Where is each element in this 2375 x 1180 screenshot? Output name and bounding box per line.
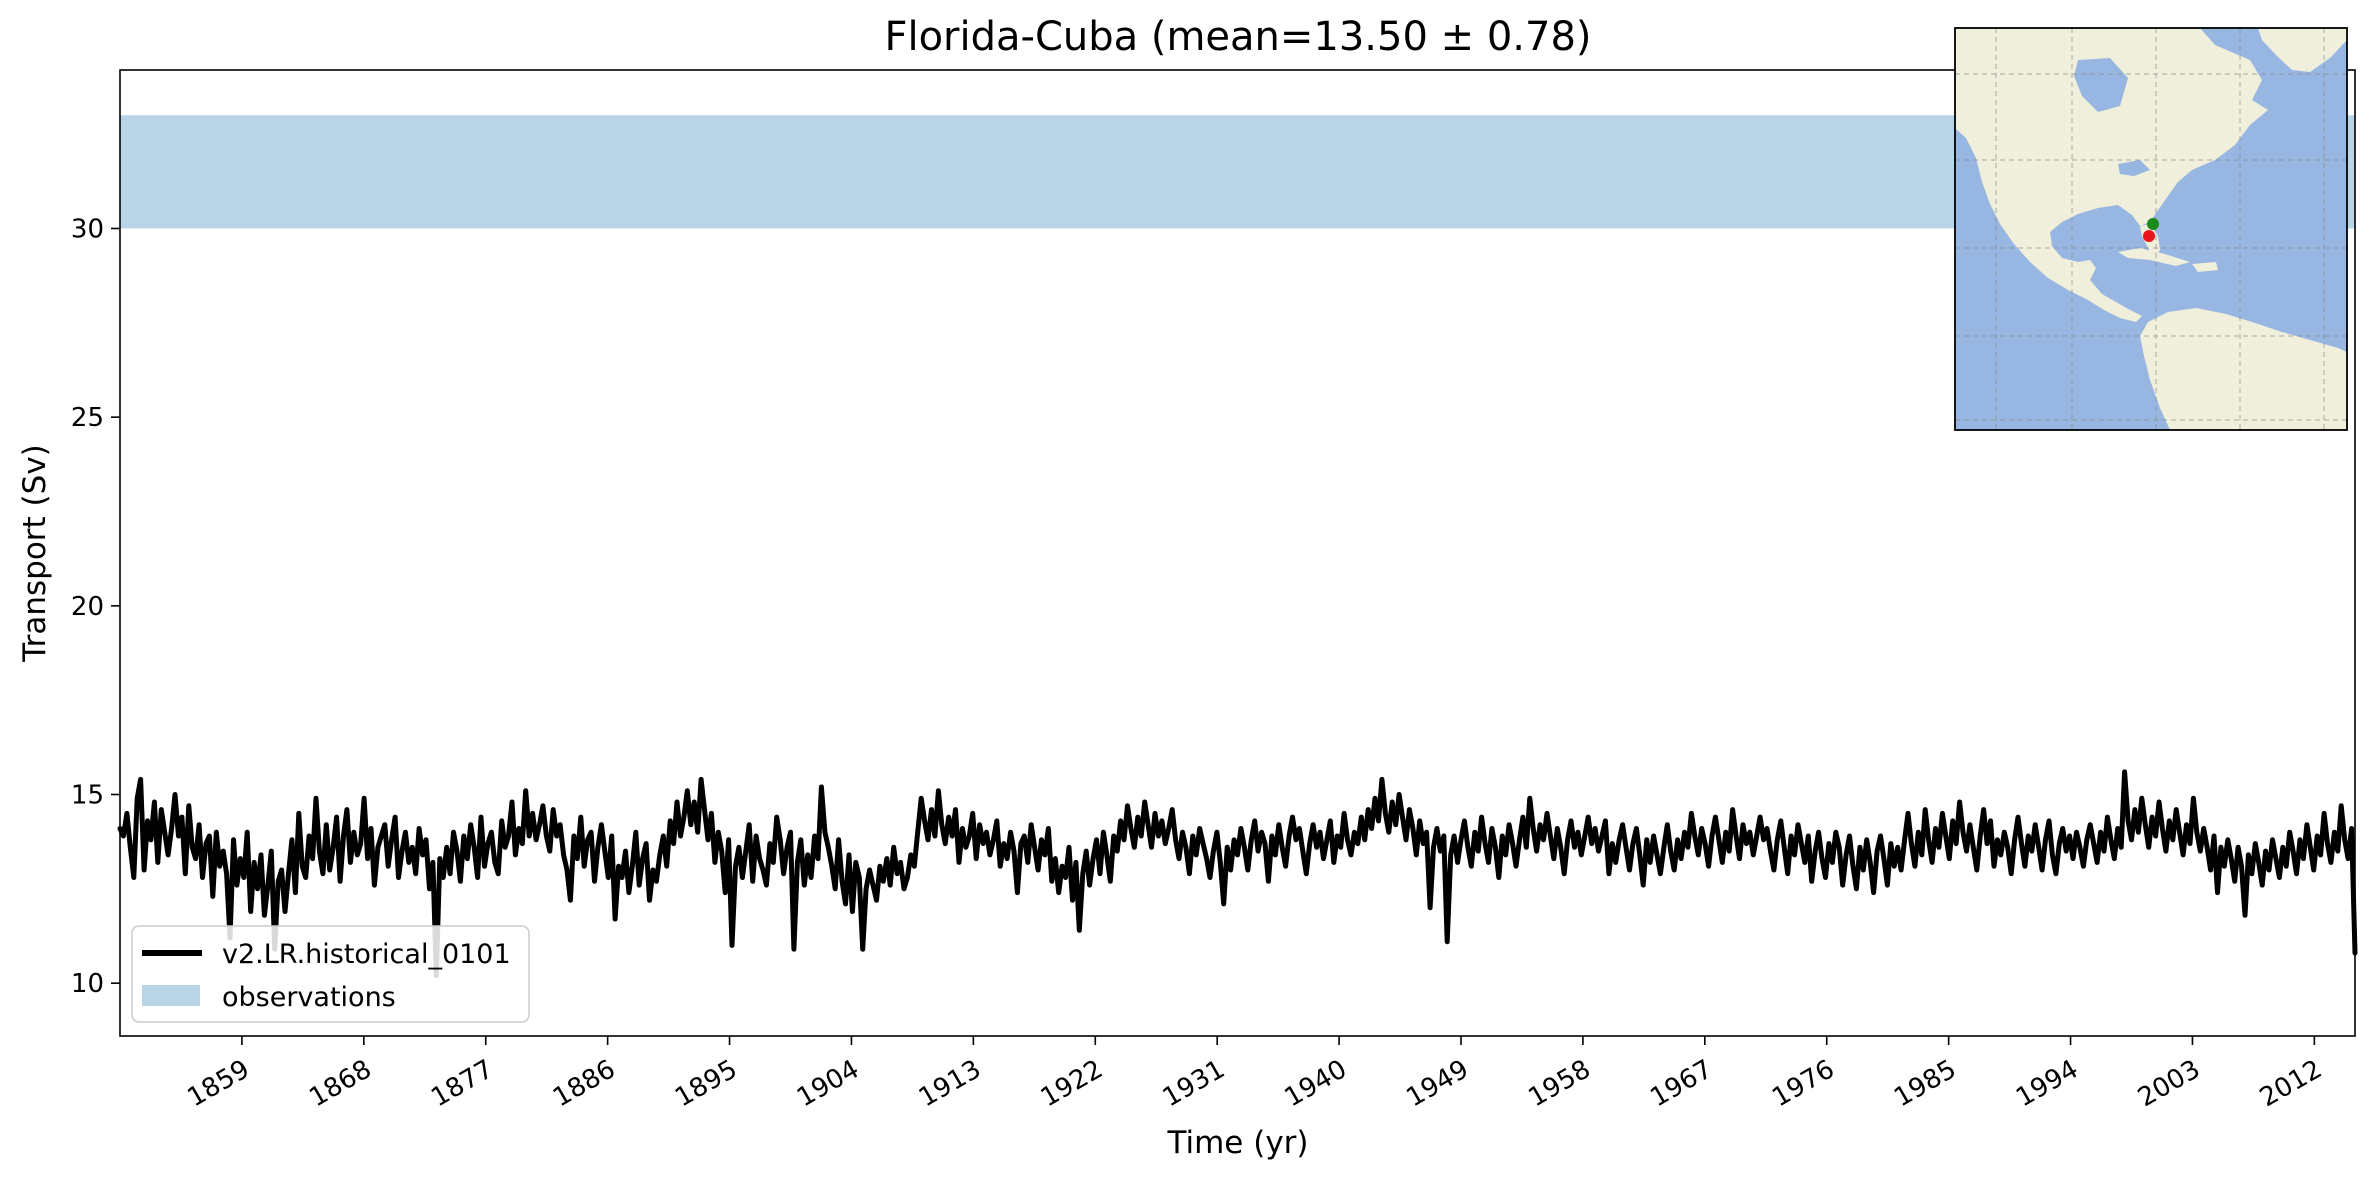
y-axis: 10 15 20 25 30 [71, 214, 120, 999]
chart-title: Florida-Cuba (mean=13.50 ± 0.78) [884, 14, 1591, 60]
legend-label-model: v2.LR.historical_0101 [222, 939, 511, 970]
map-land-cuba [2118, 248, 2190, 266]
map-land-north-america [1955, 28, 2268, 322]
legend-band-marker [142, 985, 200, 1006]
y-tick-label: 10 [71, 969, 104, 999]
x-tick-label: 1940 [1280, 1054, 1352, 1113]
x-tick-label: 1967 [1645, 1054, 1717, 1113]
x-tick-label: 2012 [2255, 1054, 2327, 1113]
series-layer [117, 769, 2358, 979]
x-tick-label: 1877 [426, 1054, 498, 1113]
legend: v2.LR.historical_0101 observations [131, 925, 530, 1023]
y-axis-label: Transport (Sv) [17, 444, 53, 663]
x-axis: 1859 1868 1877 1886 1895 1904 1913 1922 1931 1940… [182, 1036, 2327, 1113]
section-endpoint-north-marker [2147, 218, 2159, 230]
y-tick-label: 15 [71, 781, 104, 811]
x-tick-label: 1886 [548, 1054, 620, 1113]
x-tick-label: 2003 [2133, 1054, 2205, 1113]
legend-box [131, 925, 530, 1023]
x-tick-label: 1958 [1523, 1054, 1595, 1113]
x-tick-label: 1922 [1036, 1054, 1108, 1113]
x-tick-label: 1985 [1889, 1054, 1961, 1113]
x-axis-label: Time (yr) [1167, 1125, 1309, 1161]
map-land-south-america [2140, 308, 2347, 430]
plot-frame [119, 69, 2356, 1037]
series-line-0 [117, 769, 2358, 979]
x-tick-label: 1931 [1158, 1054, 1230, 1113]
inset-map [1954, 27, 2348, 431]
inset-map-frame [1954, 27, 2348, 431]
x-tick-label: 1904 [792, 1054, 864, 1113]
section-endpoint-south-marker [2143, 230, 2155, 242]
map-hudson-bay [2074, 58, 2128, 112]
x-tick-label: 1976 [1767, 1054, 1839, 1113]
x-tick-label: 1913 [914, 1054, 986, 1113]
x-tick-label: 1895 [670, 1054, 742, 1113]
map-land-hispaniola [2192, 262, 2218, 272]
x-tick-label: 1859 [182, 1054, 254, 1113]
map-land-greenland [2258, 28, 2347, 72]
y-tick-label: 20 [71, 592, 104, 622]
map-gridlines [1955, 28, 2347, 430]
legend-label-observations: observations [222, 982, 396, 1013]
y-tick-label: 25 [71, 403, 104, 433]
x-tick-label: 1868 [304, 1054, 376, 1113]
map-great-lakes [2118, 160, 2150, 176]
y-tick-label: 30 [71, 214, 104, 244]
x-tick-label: 1949 [1402, 1054, 1474, 1113]
x-tick-label: 1994 [2011, 1054, 2083, 1113]
